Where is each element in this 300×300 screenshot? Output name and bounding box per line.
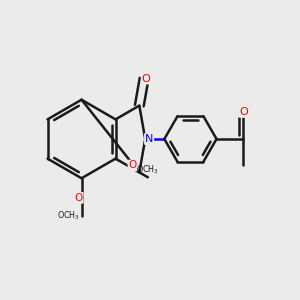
Text: OCH$_3$: OCH$_3$ (136, 164, 159, 176)
Text: O: O (239, 107, 248, 117)
Text: O: O (74, 193, 83, 203)
Text: O: O (142, 74, 150, 84)
Text: O: O (128, 160, 137, 170)
Text: OCH$_3$: OCH$_3$ (57, 209, 80, 222)
Text: N: N (145, 134, 153, 144)
